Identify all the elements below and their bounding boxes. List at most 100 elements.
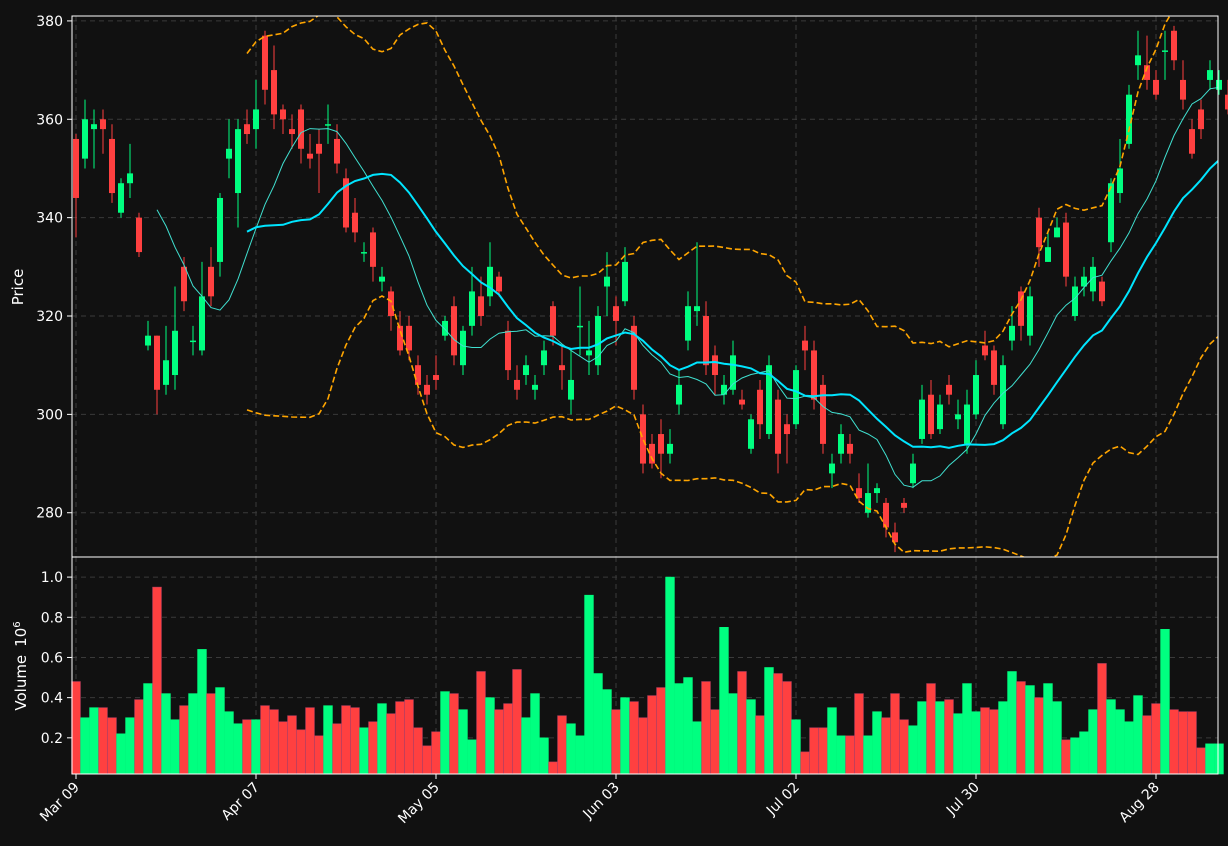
volume-bar <box>1052 701 1062 775</box>
price-panel-frame <box>71 15 1219 558</box>
volume-bar <box>656 687 666 775</box>
candle-body <box>415 365 421 385</box>
volume-bar <box>1088 709 1098 775</box>
candle-body <box>253 109 259 130</box>
candle-body <box>784 424 790 435</box>
volume-bar <box>1034 697 1044 775</box>
candle-body <box>370 232 376 267</box>
volume-bar <box>764 667 774 775</box>
volume-bar <box>1151 703 1161 775</box>
volume-bar <box>431 731 441 775</box>
volume-bar <box>503 703 513 775</box>
price-tick-label: 380 <box>36 14 63 30</box>
candle-body <box>379 276 385 282</box>
volume-bar <box>557 715 567 775</box>
volume-bar <box>143 683 153 775</box>
volume-bar <box>800 751 810 775</box>
volume-bar <box>899 719 909 775</box>
price-tick-label: 360 <box>36 112 63 128</box>
volume-bar <box>791 719 801 775</box>
volume-bar <box>440 691 450 775</box>
volume-bar <box>980 707 990 775</box>
candle-body <box>685 306 691 341</box>
candle-body <box>451 306 457 356</box>
volume-bar <box>386 713 396 775</box>
volume-bar <box>260 705 270 775</box>
candle-body <box>325 124 331 126</box>
volume-bar <box>1079 731 1089 775</box>
price-tick-labels: 280 300 320 340 360 380 <box>36 14 72 522</box>
volume-bar <box>620 697 630 775</box>
volume-bar <box>1016 681 1026 775</box>
volume-bar <box>1178 711 1188 775</box>
candle-body <box>532 384 538 390</box>
volume-bar <box>107 717 117 775</box>
volume-bar <box>881 717 891 775</box>
volume-bar <box>1007 671 1017 775</box>
candle-body <box>658 434 664 454</box>
candle-body <box>127 173 133 184</box>
volume-bar <box>1214 743 1224 775</box>
volume-bar <box>1169 709 1179 775</box>
candle-body <box>1000 365 1006 425</box>
volume-bar <box>1196 747 1206 775</box>
candle-body <box>838 434 844 454</box>
volume-bar <box>125 717 135 775</box>
volume-bar <box>215 687 225 775</box>
candle-body <box>703 316 709 366</box>
volume-bar <box>1025 685 1035 775</box>
candle-body <box>343 178 349 228</box>
candle-body <box>721 384 727 395</box>
candle-body <box>514 379 520 390</box>
volume-axis-unit: 10 <box>12 628 30 647</box>
volume-tick-label: 0.8 <box>41 610 63 626</box>
candle-body <box>1144 65 1150 80</box>
volume-bar <box>485 697 495 775</box>
volume-bar <box>917 701 927 775</box>
candle-body <box>1207 70 1213 80</box>
candle-body <box>1009 325 1015 341</box>
candle-body <box>829 463 835 474</box>
candle-body <box>145 335 151 346</box>
candle-body <box>1099 281 1105 302</box>
candle-body <box>730 355 736 390</box>
volume-bar <box>827 707 837 775</box>
volume-bar <box>629 701 639 775</box>
volume-bar <box>971 711 981 775</box>
candle-body <box>406 325 412 351</box>
candle-body <box>199 296 205 351</box>
indicator-lines <box>156 16 1218 557</box>
lower-band-line <box>246 295 1218 557</box>
candle-body <box>1108 183 1114 243</box>
candle-body <box>1135 55 1141 66</box>
candle-body <box>982 345 988 356</box>
candle-body <box>262 35 268 90</box>
candle-body <box>550 306 556 336</box>
candle-body <box>163 360 169 385</box>
volume-bar <box>890 693 900 775</box>
volume-bar <box>701 681 711 775</box>
volume-bar <box>161 693 171 775</box>
volume-bar <box>1043 683 1053 775</box>
volume-bar <box>224 711 234 775</box>
candle-body <box>1045 247 1051 262</box>
candle-body <box>226 148 232 159</box>
candle-body <box>712 355 718 376</box>
volume-bar <box>116 733 126 775</box>
candle-body <box>865 493 871 513</box>
candle-body <box>1117 168 1123 194</box>
volume-bar <box>854 693 864 775</box>
candle-body <box>883 502 889 528</box>
date-tick-label: Jul 30 <box>943 780 983 820</box>
volume-tick-labels: 0.2 0.4 0.6 0.8 1.0 <box>41 570 72 747</box>
candle-body <box>217 197 223 262</box>
volume-bar <box>422 745 432 775</box>
volume-bar <box>134 699 144 775</box>
candle-body <box>496 276 502 292</box>
candle-body <box>739 399 745 405</box>
candle-body <box>289 129 295 135</box>
volume-bar <box>152 586 162 775</box>
candle-body <box>433 375 439 380</box>
volume-bar <box>89 707 99 775</box>
volume-bar <box>674 683 684 775</box>
